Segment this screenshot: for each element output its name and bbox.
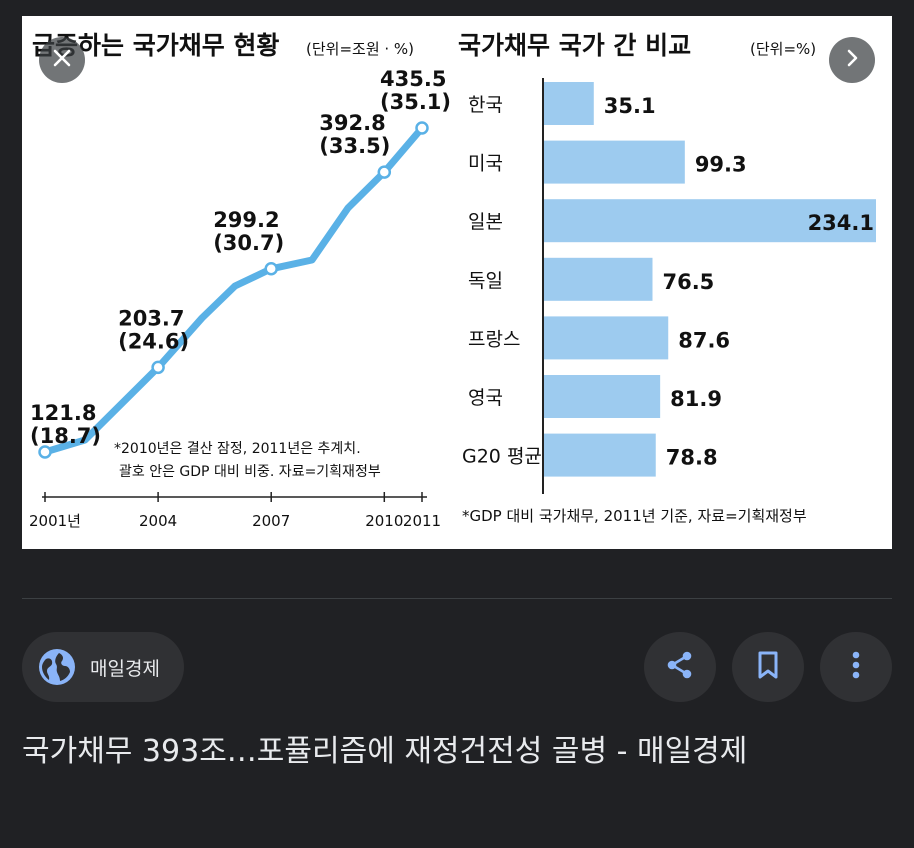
country-label: G20 평균 bbox=[462, 446, 542, 468]
debt-point-2007 bbox=[264, 262, 278, 276]
country-bar bbox=[544, 433, 656, 477]
debt-value-label: 299.2 bbox=[213, 208, 279, 232]
country-label: 프랑스 bbox=[468, 328, 520, 350]
source-name: 매일경제 bbox=[90, 657, 160, 680]
close-icon bbox=[51, 47, 73, 73]
debt-gdp-share-label: (30.7) bbox=[213, 231, 284, 255]
globe-icon bbox=[36, 646, 78, 688]
country-value-label: 234.1 bbox=[808, 211, 874, 235]
left-x-tick-label: 2007 bbox=[252, 512, 290, 530]
country-label: 영국 bbox=[468, 387, 503, 409]
country-value-label: 78.8 bbox=[666, 446, 718, 470]
more-options-button[interactable] bbox=[820, 632, 892, 702]
country-bar bbox=[544, 82, 594, 125]
left-x-tick-label: 2011 bbox=[403, 512, 441, 530]
result-title[interactable]: 국가채무 393조…포퓰리즘에 재정건전성 골병 - 매일경제 bbox=[22, 734, 748, 769]
close-button[interactable] bbox=[39, 37, 85, 83]
left-chart-unit: (단위=조원 · %) bbox=[306, 40, 414, 58]
more-vert-icon bbox=[851, 650, 861, 684]
next-image-button[interactable] bbox=[829, 37, 875, 83]
divider bbox=[22, 598, 892, 599]
debt-value-label: 392.8 bbox=[319, 111, 385, 135]
debt-gdp-share-label: (24.6) bbox=[118, 329, 189, 353]
source-chip[interactable]: 매일경제 bbox=[22, 632, 184, 702]
left-chart-note-1: *2010년은 결산 잠정, 2011년은 추계치. bbox=[114, 441, 361, 457]
country-value-label: 35.1 bbox=[604, 94, 656, 118]
country-bar bbox=[544, 199, 876, 243]
debt-point-2004 bbox=[151, 360, 165, 375]
country-value-label: 99.3 bbox=[695, 153, 747, 177]
debt-gdp-share-label: (33.5) bbox=[319, 134, 390, 158]
debt-value-label: 203.7 bbox=[118, 306, 184, 330]
debt-value-label: 121.8 bbox=[30, 401, 96, 425]
debt-value-label: 435.5 bbox=[380, 67, 446, 91]
share-icon bbox=[664, 649, 696, 685]
debt-gdp-share-label: (35.1) bbox=[380, 90, 451, 114]
country-bars: 한국 35.1 미국 99.3 일본 234.1 독일 76.5 프랑스 87.6 영국 81.9 G2… bbox=[462, 82, 876, 477]
chevron-right-icon bbox=[841, 47, 863, 73]
left-chart-note-2: 괄호 안은 GDP 대비 비중. 자료=기획재정부 bbox=[119, 464, 381, 480]
country-label: 일본 bbox=[468, 211, 503, 233]
country-bar bbox=[544, 257, 653, 301]
debt-line-labels: 121.8(18.7) 203.7(24.6) 299.2(30.7) 392.8(3… bbox=[30, 67, 451, 448]
left-x-tick-label: 2004 bbox=[139, 512, 177, 530]
debt-charts: 급증하는 국가채무 현황 (단위=조원 · %) 2001년 2004 2007 20… bbox=[29, 31, 876, 530]
left-x-tick-label: 2010 bbox=[365, 512, 403, 530]
debt-gdp-share-label: (18.7) bbox=[30, 424, 101, 448]
country-label: 독일 bbox=[468, 270, 503, 292]
country-value-label: 81.9 bbox=[670, 387, 722, 411]
save-button[interactable] bbox=[732, 632, 804, 702]
country-label: 한국 bbox=[468, 94, 503, 116]
right-chart-unit: (단위=%) bbox=[750, 40, 816, 58]
left-x-ticks: 2001년 2004 2007 2010 2011 bbox=[29, 492, 441, 530]
share-button[interactable] bbox=[644, 632, 716, 702]
debt-point-2010 bbox=[377, 165, 392, 179]
right-chart-note: *GDP 대비 국가채무, 2011년 기준, 자료=기획재정부 bbox=[462, 507, 807, 525]
country-label: 미국 bbox=[468, 153, 503, 175]
country-bar bbox=[544, 316, 669, 360]
debt-line-points bbox=[38, 121, 429, 459]
image-viewer: 급증하는 국가채무 현황 (단위=조원 · %) 2001년 2004 2007 20… bbox=[22, 16, 892, 549]
country-value-label: 76.5 bbox=[662, 270, 714, 294]
country-value-label: 87.6 bbox=[678, 328, 730, 352]
bookmark-icon bbox=[754, 650, 782, 684]
right-chart-title: 국가채무 국가 간 비교 bbox=[458, 31, 691, 60]
news-figure: 급증하는 국가채무 현황 (단위=조원 · %) 2001년 2004 2007 20… bbox=[22, 16, 892, 549]
country-bar bbox=[544, 140, 685, 184]
debt-point-2001 bbox=[38, 445, 52, 459]
debt-point-2011 bbox=[415, 121, 429, 135]
left-x-tick-label: 2001년 bbox=[29, 512, 81, 530]
debt-line-series bbox=[41, 124, 426, 456]
country-bar bbox=[544, 375, 661, 418]
